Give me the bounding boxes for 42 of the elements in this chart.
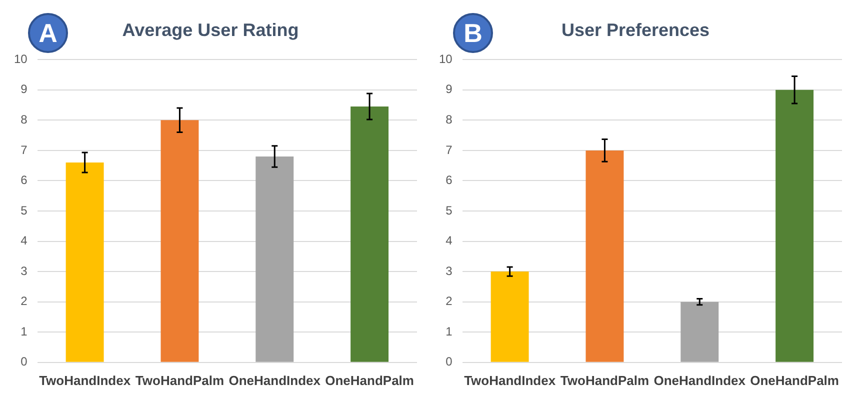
y-tick-label: 2 (446, 294, 453, 308)
bar (586, 150, 624, 362)
y-tick-label: 8 (446, 112, 453, 126)
y-tick-label: 4 (20, 234, 28, 248)
y-tick-label: 8 (20, 112, 28, 126)
y-tick-label: 1 (20, 324, 28, 338)
y-tick-label: 9 (446, 82, 453, 96)
y-tick-label: 6 (20, 173, 28, 188)
chart-title: Average User Rating (122, 20, 299, 40)
y-tick-label: 5 (20, 203, 28, 218)
y-tick-label: 5 (446, 203, 453, 218)
x-tick-label: TwoHandIndex (464, 372, 556, 388)
y-tick-label: 9 (20, 82, 28, 96)
bar (680, 302, 719, 362)
circle-badge: A (28, 13, 68, 53)
y-tick-label: 3 (446, 264, 453, 278)
y-tick-label: 6 (446, 173, 453, 188)
bar (350, 106, 389, 362)
y-tick-label: 0 (20, 354, 28, 369)
x-tick-label: OneHandPalm (750, 372, 839, 388)
bar (490, 272, 529, 362)
bar (776, 90, 814, 362)
bar (66, 162, 104, 362)
y-tick-label: 1 (446, 324, 453, 338)
x-tick-label: TwoHandIndex (39, 372, 132, 388)
x-tick-label: TwoHandPalm (135, 372, 224, 388)
circle-badge: B (453, 13, 493, 53)
x-tick-label: OneHandIndex (654, 372, 746, 388)
y-tick-label: 10 (14, 52, 28, 66)
y-tick-label: 7 (446, 142, 453, 157)
y-tick-label: 2 (20, 294, 28, 308)
chart-title: User Preferences (561, 20, 710, 40)
y-tick-label: 10 (438, 52, 453, 66)
y-tick-label: 3 (20, 264, 28, 278)
y-tick-label: 4 (446, 234, 453, 248)
x-tick-label: OneHandPalm (325, 372, 414, 388)
bar (256, 156, 294, 362)
x-tick-label: TwoHandPalm (560, 372, 650, 388)
bar (160, 120, 199, 362)
y-tick-label: 0 (446, 354, 453, 369)
y-tick-label: 7 (20, 142, 28, 157)
x-tick-label: OneHandIndex (228, 372, 322, 388)
